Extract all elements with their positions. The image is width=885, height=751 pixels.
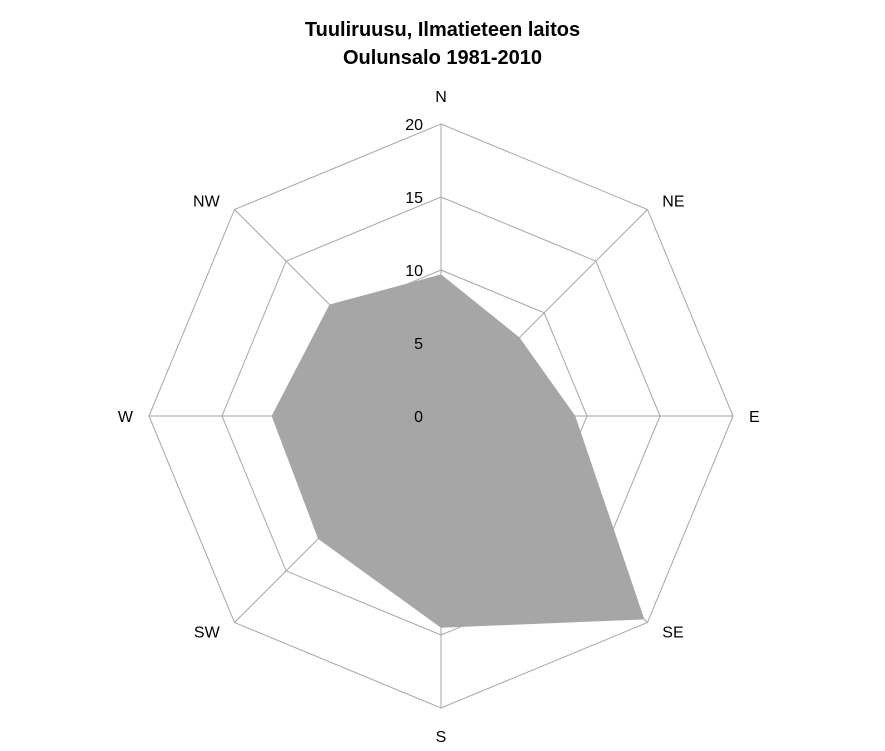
tick-label-20: 20 [405, 117, 423, 134]
series-area-0 [271, 274, 645, 628]
chart-subtitle: Oulunsalo 1981-2010 [343, 47, 542, 69]
radial-tick-labels: 0 5 10 15 20 [405, 117, 423, 426]
category-label-nw: NW [193, 194, 221, 211]
category-label-e: E [749, 409, 760, 426]
radar-series-layer [271, 274, 645, 628]
category-labels: N NE E SE S SW W NW [118, 89, 760, 746]
chart-title: Tuuliruusu, Ilmatieteen laitos [304, 19, 581, 41]
category-label-s: S [436, 729, 447, 746]
category-label-n: N [435, 89, 447, 106]
category-label-ne: NE [662, 194, 684, 211]
tick-label-10: 10 [405, 263, 423, 280]
chart-title-block: Tuuliruusu, Ilmatieteen laitos Oulunsalo… [0, 16, 885, 72]
tick-label-5: 5 [414, 336, 423, 353]
tick-label-15: 15 [405, 190, 423, 207]
category-label-w: W [118, 409, 134, 426]
category-label-se: SE [662, 624, 683, 641]
tick-label-0: 0 [414, 409, 423, 426]
category-label-sw: SW [194, 624, 221, 641]
